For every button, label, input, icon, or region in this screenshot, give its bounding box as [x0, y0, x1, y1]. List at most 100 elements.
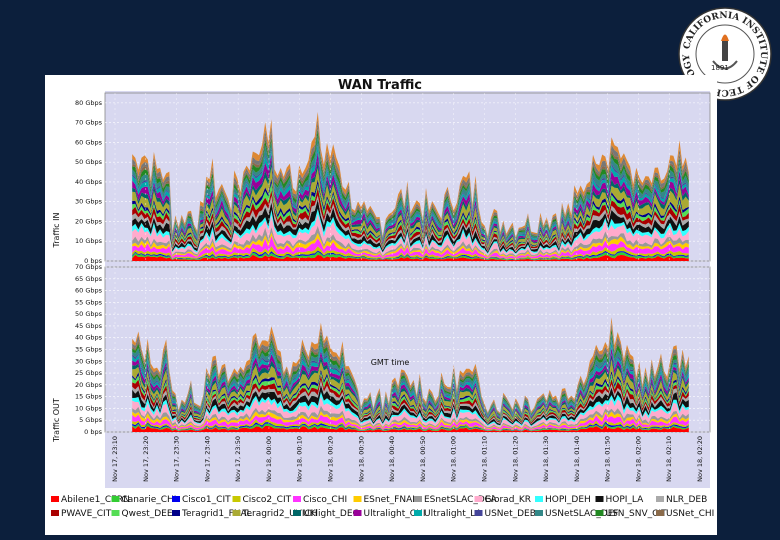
x-tick-label: Nov 18, 01:10	[480, 436, 488, 482]
legend-label: Glorad_KR	[485, 495, 532, 505]
y-tick-label: 5 Gbps	[79, 416, 102, 424]
y-tick-label: 50 Gbps	[75, 158, 103, 166]
area-series-13	[132, 178, 689, 250]
y-tick-label: 35 Gbps	[75, 346, 103, 354]
legend-swatch	[595, 510, 604, 516]
legend-label: USN_SNV_CIT	[606, 509, 668, 519]
x-tick-label: Nov 18, 02:00	[634, 436, 642, 482]
y-tick-label: 0 bps	[84, 428, 102, 436]
x-tick-label: Nov 17, 23:10	[111, 436, 119, 482]
area-series-7	[132, 214, 689, 256]
y-tick-label: 70 Gbps	[75, 119, 103, 127]
legend-swatch	[232, 510, 241, 516]
area-series-22	[132, 119, 689, 240]
x-tick-label: Nov 18, 01:40	[573, 436, 581, 482]
legend-label: NLR_DEB	[666, 495, 707, 505]
y-tick-label: 45 Gbps	[75, 322, 103, 330]
x-tick-label: Nov 18, 01:30	[542, 436, 550, 482]
y-tick-label: 65 Gbps	[75, 275, 103, 283]
area-series-1	[132, 251, 689, 261]
legend-swatch	[535, 510, 543, 516]
legend-label: ESnetSLAC_DEA	[424, 495, 498, 505]
legend-swatch	[111, 510, 120, 516]
y-tick-label: 40 Gbps	[75, 178, 103, 186]
x-tick-label: Nov 18, 02:20	[696, 436, 704, 482]
x-axis-ticks: Nov 17, 23:10 Nov 17, 23:20 Nov 17, 23:30 N…	[111, 436, 704, 482]
area-series-2	[132, 250, 689, 260]
legend-label: Cisco2_CIT	[243, 495, 292, 505]
area-series-11	[132, 187, 689, 251]
chart-panel: WAN Traffic 0 bps 10 Gbps 20 Gbps 30 Gbps 40…	[45, 75, 717, 535]
legend-swatch	[293, 496, 301, 502]
legend-swatch	[111, 496, 120, 502]
legend-swatch	[353, 496, 362, 502]
legend-swatch	[474, 496, 483, 502]
legend-label: HOPI_LA	[606, 495, 645, 505]
legend-swatch	[535, 496, 543, 502]
legend-swatch	[51, 510, 59, 516]
area-series-7	[132, 396, 689, 428]
y-tick-label: 60 Gbps	[75, 138, 103, 146]
legend-swatch	[353, 510, 362, 516]
area-series-2	[132, 421, 689, 432]
y-tick-label: 80 Gbps	[75, 99, 103, 107]
legend-label: USNet_DEB	[485, 509, 536, 519]
legend-label: UKlight_DEG	[303, 509, 360, 519]
y-tick-label: 20 Gbps	[75, 217, 103, 225]
y-tick-label: 0 bps	[84, 257, 102, 265]
legend-swatch	[474, 510, 483, 516]
legend-label: PWAVE_CIT	[61, 509, 112, 519]
y-axis-label-in: Traffic IN	[52, 213, 61, 249]
y-tick-label: 55 Gbps	[75, 298, 103, 306]
area-series-10	[132, 379, 689, 425]
y-tick-label: 50 Gbps	[75, 310, 103, 318]
x-tick-label: Nov 17, 23:20	[142, 436, 150, 482]
area-series-0	[132, 425, 689, 432]
area-series-0	[132, 254, 689, 261]
area-series-5	[132, 411, 689, 430]
traffic-out-plot: 0 bps 5 Gbps 10 Gbps 15 Gbps 20 Gbps 25 Gbps 3…	[75, 263, 711, 436]
y-tick-label: 30 Gbps	[75, 198, 103, 206]
x-axis-label-top: GMT time	[371, 358, 410, 367]
x-tick-label: Nov 18, 00:30	[357, 436, 365, 482]
area-series-12	[132, 182, 689, 250]
legend-label: Ultralight_LA	[424, 509, 482, 519]
x-tick-label: Nov 18, 00:50	[419, 436, 427, 482]
area-series-1	[132, 423, 689, 432]
legend-label: ESnet_FNAL	[364, 495, 418, 505]
seal-year: 1891	[711, 64, 729, 72]
legend-label: Cisco_CHI	[303, 495, 347, 505]
y-tick-label: 10 Gbps	[75, 404, 103, 412]
legend-swatch	[232, 496, 241, 502]
legend-swatch	[656, 510, 664, 516]
x-tick-label: Nov 18, 00:10	[296, 436, 304, 482]
x-tick-label: Nov 18, 01:00	[450, 436, 458, 482]
legend-label: Qwest_DEE	[122, 509, 173, 519]
traffic-in-plot: 0 bps 10 Gbps 20 Gbps 30 Gbps 40 Gbps 50 Gbps…	[75, 92, 711, 265]
area-series-23	[132, 111, 689, 239]
x-tick-label: Nov 17, 23:40	[203, 436, 211, 482]
y-axis-label-out: Traffic OUT	[52, 398, 61, 443]
area-series-4	[132, 413, 689, 431]
legend-swatch	[172, 496, 180, 502]
legend-swatch	[51, 496, 59, 502]
area-series-10	[132, 195, 689, 253]
torch-icon	[712, 34, 738, 70]
legend-label: Cisco1_CIT	[182, 495, 231, 505]
y-tick-label: 10 Gbps	[75, 237, 103, 245]
area-series-20	[132, 129, 689, 242]
legend-swatch	[414, 510, 422, 516]
x-tick-label: Nov 18, 00:20	[327, 436, 335, 482]
x-tick-label: Nov 18, 01:20	[511, 436, 519, 482]
area-series-11	[132, 374, 689, 424]
legend-label: USNet_CHI	[666, 509, 714, 519]
legend-label: HOPI_DEH	[545, 495, 591, 505]
legend-swatch	[595, 496, 604, 502]
legend-swatch	[414, 496, 422, 502]
area-series-9	[132, 199, 689, 254]
y-tick-label: 60 Gbps	[75, 287, 103, 295]
legend-swatch	[293, 510, 301, 516]
area-series-9	[132, 384, 689, 426]
y-tick-label: 25 Gbps	[75, 369, 103, 377]
